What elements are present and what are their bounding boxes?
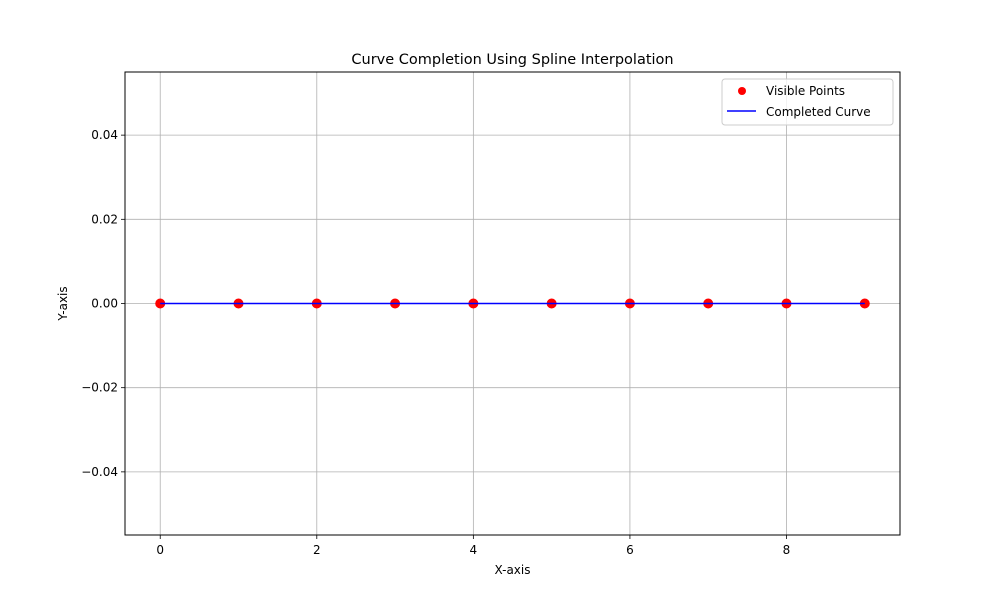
legend-label-visible-points: Visible Points [766,84,845,98]
x-tick-label: 6 [626,543,634,557]
x-tick-label: 0 [156,543,164,557]
x-tick-label: 8 [783,543,791,557]
y-tick-label: 0.00 [91,297,118,311]
x-tick-label: 4 [470,543,478,557]
data-layer [155,298,870,309]
y-axis-title: Y-axis [56,286,70,321]
legend-box [721,78,894,126]
y-tick-label: −0.04 [81,465,118,479]
y-tick-label: 0.04 [91,128,118,142]
legend-marker-visible-points [738,87,746,95]
legend-label-completed-curve: Completed Curve [766,105,871,119]
y-tick-label: 0.02 [91,212,118,226]
x-axis-title: X-axis [495,563,531,577]
chart-title: Curve Completion Using Spline Interpolat… [351,52,673,68]
legend: Visible Points Completed Curve [721,78,894,126]
y-tick-label: −0.02 [81,381,118,395]
tick-layer: 0 2 4 6 8 0.04 0.02 0.00 −0.02 −0.04 [81,128,790,557]
x-tick-label: 2 [313,543,321,557]
